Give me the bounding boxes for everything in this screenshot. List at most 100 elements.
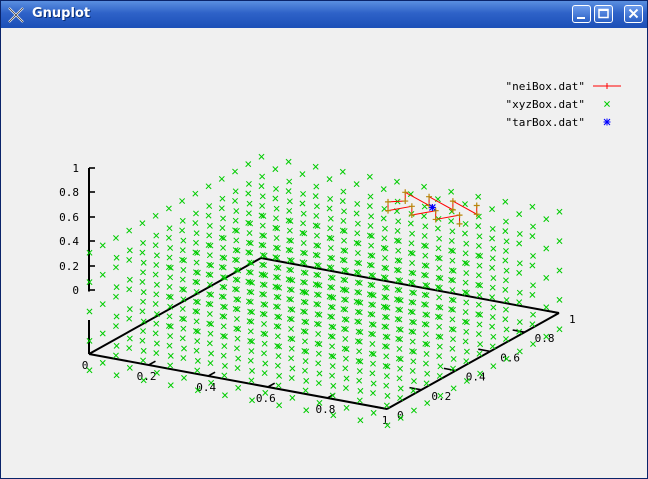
xyzbox-point [126,286,133,293]
xyzbox-point [313,271,320,278]
xyzbox-point [369,340,376,347]
xyzbox-point [245,219,252,226]
xyzbox-point [274,274,281,281]
xyzbox-point [179,227,186,234]
gnuplot-3d-scatter[interactable]: 00.20.40.60.81 00.20.40.60.8100.20.40.60.… [5,28,643,476]
xyzbox-point [450,326,457,333]
xyzbox-point [113,293,119,300]
xyzbox-point [421,203,428,210]
xyzbox-point [153,262,160,268]
xyzbox-point [368,350,375,357]
xyzbox-point [503,297,510,303]
tarbox-series [428,203,436,211]
xyzbox-point [450,267,457,274]
xyzbox-point [543,216,550,223]
xyzbox-point [353,210,360,217]
xyzbox-point [382,245,389,252]
xyzbox-point [288,267,295,274]
legend-label-neibox: "neiBox.dat" [506,80,585,93]
maximize-icon [598,8,609,19]
xyzbox-point [423,380,430,387]
xyzbox-point [384,304,391,311]
xyzbox-point [448,247,455,254]
xyzbox-point [450,365,456,372]
xyzbox-point [383,402,390,409]
xyzbox-point [194,387,201,394]
xyzbox-point [502,277,509,284]
xyzbox-point [234,335,241,342]
xyzbox-point [529,291,536,298]
xyzbox-point [380,244,387,251]
xyzbox-point [192,308,199,315]
xyzbox-point [312,193,319,200]
xyzbox-point [315,321,322,328]
xyzbox-point [329,363,336,370]
xyzbox-point [326,176,333,183]
y-tick [374,406,388,410]
xyzbox-point [206,310,213,317]
title-bar[interactable]: Gnuplot [1,1,647,28]
xyzbox-point [232,286,238,292]
xyzbox-point [259,310,266,317]
xyzbox-point [424,312,431,318]
xyzbox-point [220,332,227,339]
xyzbox-point [436,235,443,242]
xyzbox-point [408,328,415,335]
xyzbox-point [249,397,255,404]
xyzbox-point [395,267,402,274]
xyzbox-point [220,274,227,281]
xyzbox-point [476,350,483,357]
xyzbox-point [462,279,469,286]
maximize-button[interactable] [594,5,613,23]
xyzbox-point [315,380,322,387]
xyzbox-point [435,333,442,340]
xyzbox-point [179,286,186,293]
xyzbox-point [396,287,403,294]
xyzbox-point [167,323,174,330]
xyzbox-point [194,299,201,306]
xyzbox-point [489,294,496,301]
xyzbox-point [343,346,350,353]
xyzbox-point [341,345,348,352]
xyzbox-point [259,232,266,239]
xyzbox-point [300,298,307,305]
xyzbox-point [288,237,295,244]
xyzbox-point [383,382,390,389]
xyzbox-point [286,315,293,322]
xyzbox-point [326,264,333,271]
xyzbox-point [303,348,310,355]
plot-area[interactable]: 0 0.2 0.4 0.6 0.8 1 0 0.2 0.4 0.6 0.8 1 0 0.2 0.4 0.6 0.… [5,28,643,476]
xyzbox-point [285,188,292,195]
gnuplot-app-icon[interactable] [7,6,25,24]
xyzbox-point [288,296,295,303]
xyzbox-point [367,311,374,317]
xyzbox-point [397,297,404,304]
xyzbox-point [193,239,199,246]
xyzbox-point [327,254,334,261]
xyzbox-point [316,370,323,377]
minimize-button[interactable] [572,5,591,23]
xyzbox-point [327,333,334,340]
xyzbox-point [434,313,441,320]
xyzbox-point [502,257,509,264]
xyzbox-point [407,249,414,256]
x-axis-line [88,353,388,410]
xyzbox-point [475,281,482,288]
xyzbox-point [490,245,497,252]
xyzbox-point [356,280,363,286]
xyzbox-point [152,330,159,337]
xyzbox-point [218,234,225,241]
xyzbox-point [410,270,417,277]
xyzbox-point [286,178,293,185]
xyzbox-point [262,331,269,338]
xyzbox-point [502,336,509,342]
xyzbox-point [301,230,308,237]
xyzbox-point [435,274,442,281]
xyzbox-point [448,276,455,283]
xyzbox-point [368,233,375,240]
close-button[interactable] [624,5,643,23]
xyzbox-point [206,340,213,347]
xyzbox-point [463,299,470,306]
xyzbox-point [370,390,376,397]
legend-label-xyzbox: "xyzBox.dat" [506,98,585,111]
